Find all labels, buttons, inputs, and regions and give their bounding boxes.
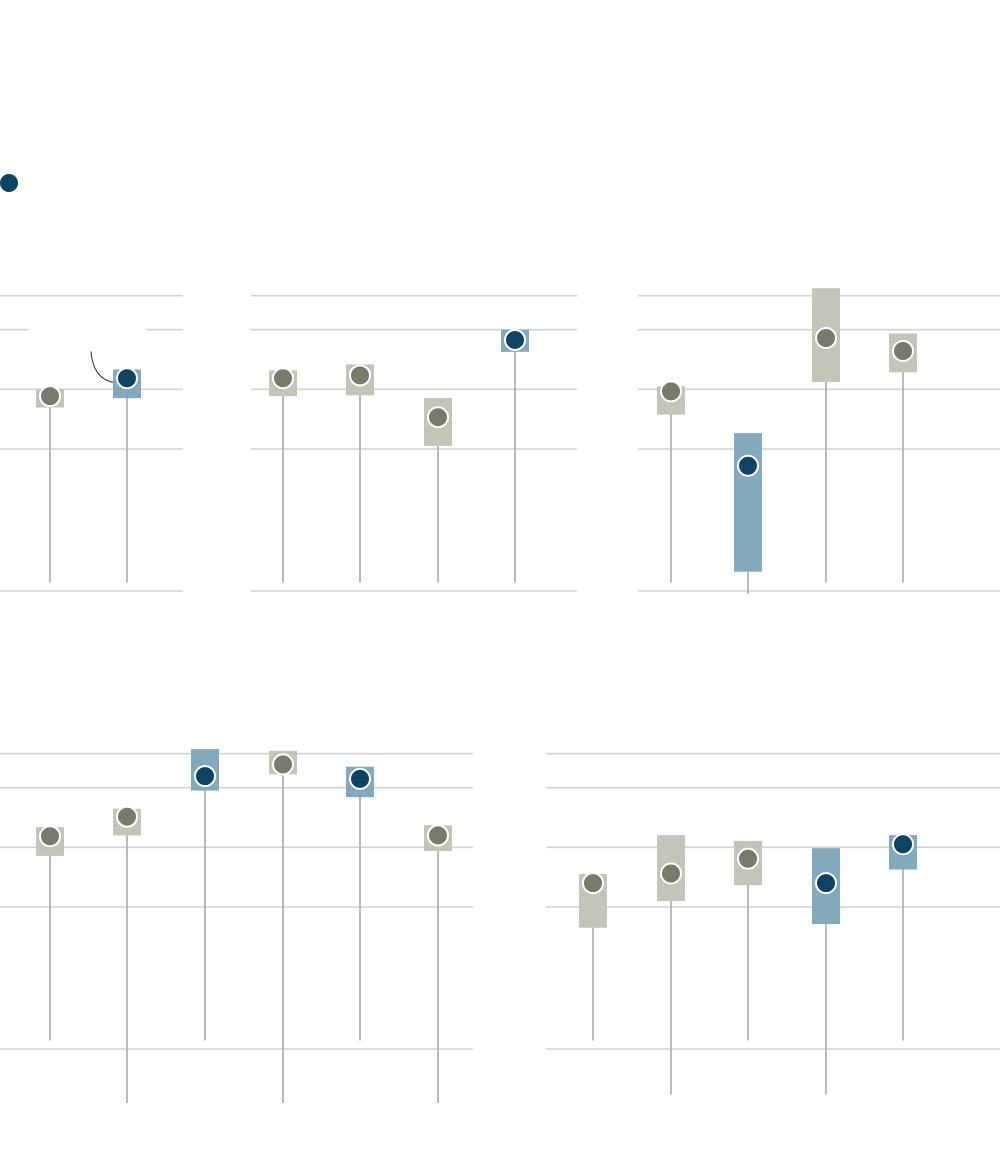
chart-panel-5 xyxy=(546,752,1000,1095)
value-dot xyxy=(737,847,759,870)
chart-panel-2 xyxy=(251,294,577,592)
value-dot xyxy=(116,367,138,390)
value-dot xyxy=(892,340,914,363)
value-dot xyxy=(194,765,216,788)
value-dot xyxy=(349,364,371,387)
value-dot xyxy=(427,406,449,429)
value-dot xyxy=(349,767,371,790)
value-dot xyxy=(272,367,294,390)
value-dot xyxy=(815,326,837,349)
value-dot xyxy=(892,833,914,856)
range-box xyxy=(734,433,762,572)
value-dot xyxy=(660,862,682,885)
chart-panel-1 xyxy=(0,294,183,592)
value-dot xyxy=(116,805,138,828)
value-dot xyxy=(504,328,526,351)
value-dot xyxy=(427,824,449,847)
value-dot xyxy=(815,872,837,895)
value-dot xyxy=(660,380,682,403)
value-dot xyxy=(737,454,759,477)
value-dot xyxy=(39,385,61,408)
legend-filled-circle-icon xyxy=(0,174,18,192)
value-dot xyxy=(39,825,61,848)
value-dot xyxy=(582,872,604,895)
chart-panel-3 xyxy=(638,288,1000,594)
chart-panel-4 xyxy=(0,749,473,1103)
value-dot xyxy=(272,753,294,776)
annotation-leader-line xyxy=(90,351,114,383)
